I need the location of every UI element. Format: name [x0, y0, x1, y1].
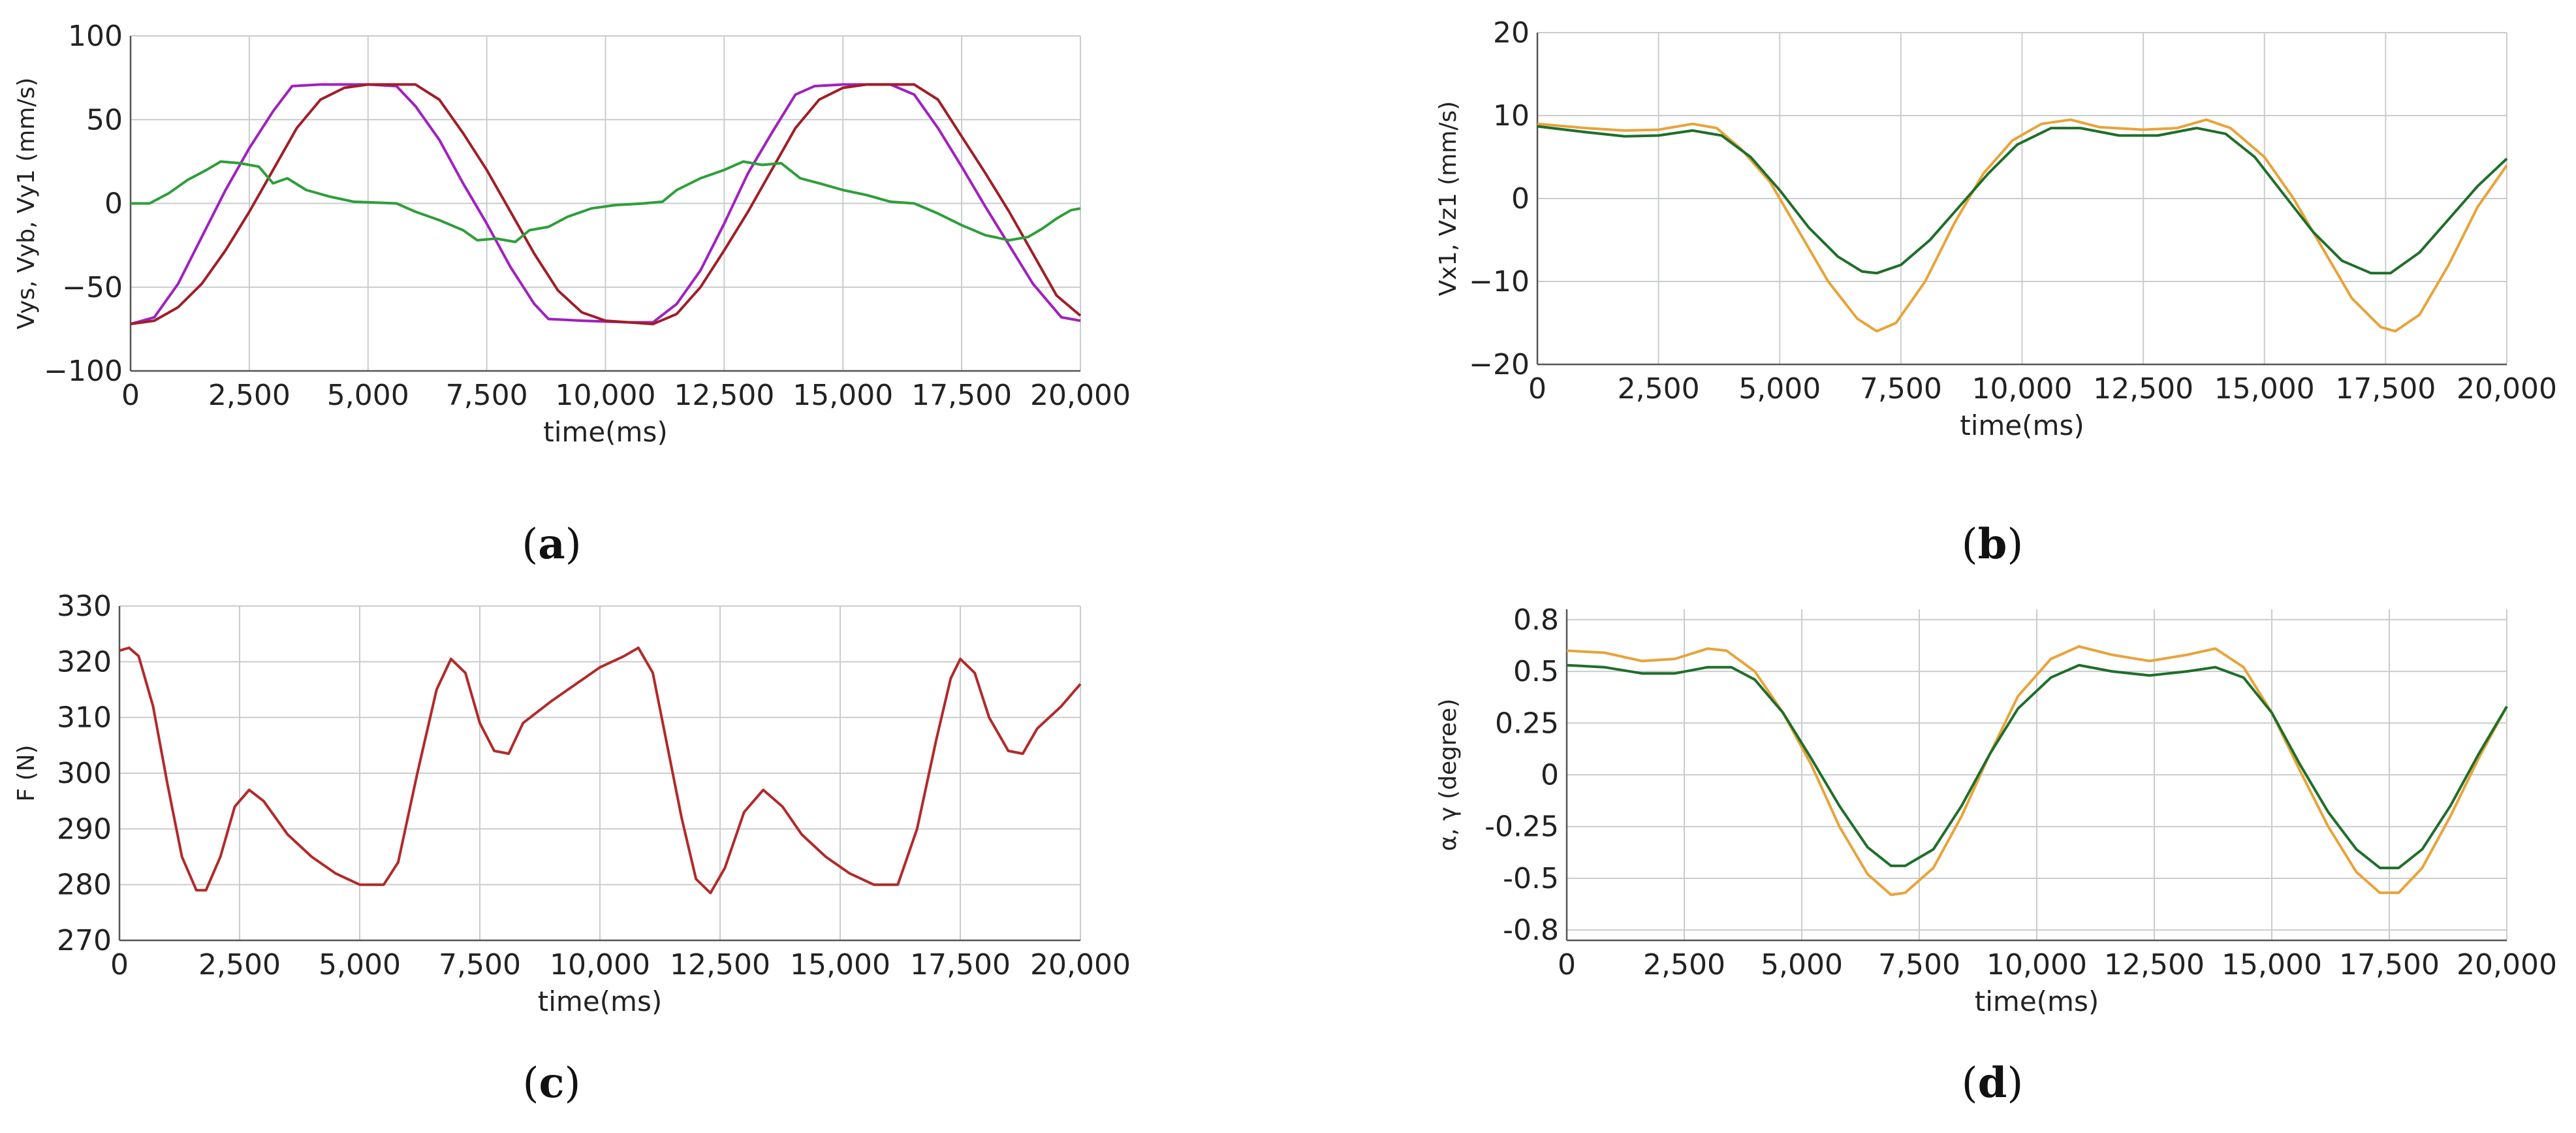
y-tick-label: 320 [57, 645, 112, 678]
x-tick-label: 5,000 [319, 948, 401, 981]
x-tick-label: 2,500 [1618, 372, 1700, 406]
y-tick-label: 0 [1541, 759, 1559, 792]
x-tick-label: 5,000 [327, 379, 409, 412]
y-tick-label: 10 [1493, 99, 1530, 133]
x-axis-label: time(ms) [543, 416, 667, 448]
series-line-α [1566, 645, 2508, 897]
y-tick-label: −20 [1469, 348, 1530, 381]
x-tick-label: 2,500 [1643, 948, 1725, 981]
x-tick-label: 17,500 [2339, 948, 2440, 981]
x-tick-label: 10,000 [1972, 372, 2073, 406]
y-tick-label: 330 [57, 590, 112, 623]
x-tick-label: 17,500 [910, 948, 1011, 981]
x-tick-label: 2,500 [198, 948, 281, 981]
y-tick-label: 270 [57, 924, 112, 957]
y-tick-label: 310 [57, 701, 112, 735]
chart-panel-b: 0 2,500 5,000 7,500 10,000 12,500 15,000 17,500… [1435, 16, 2557, 569]
x-tick-label: 15,000 [2214, 372, 2315, 406]
x-tick-label: 0 [121, 379, 140, 412]
x-tick-label: 17,500 [2335, 372, 2436, 406]
y-tick-label: 300 [57, 757, 112, 790]
x-tick-label: 20,000 [2457, 372, 2557, 406]
y-axis-label: Vys, Vyb, Vy1 (mm/s) [13, 78, 40, 330]
series-line-F [119, 646, 1082, 895]
x-tick-label: 0 [110, 948, 129, 981]
panel-caption: (c) [523, 1059, 581, 1108]
y-tick-label: -0.8 [1503, 914, 1559, 947]
y-tick-label: −10 [1469, 265, 1530, 298]
x-tick-label: 15,000 [790, 948, 890, 981]
chart-panel-d: 0 2,500 5,000 7,500 10,000 12,500 15,000 17,500… [1435, 603, 2557, 1108]
x-tick-label: 20,000 [1030, 379, 1131, 412]
series-line-Vz1 [1537, 125, 2508, 275]
x-tick-label: 15,000 [793, 379, 893, 412]
y-tick-label: 290 [57, 812, 112, 846]
x-tick-label: 7,500 [446, 379, 528, 412]
x-tick-label: 7,500 [1860, 372, 1942, 406]
y-tick-label: -0.5 [1503, 862, 1559, 895]
y-tick-label: 0 [104, 187, 123, 221]
x-tick-label: 10,000 [556, 379, 656, 412]
panel-caption: (b) [1962, 520, 2024, 569]
y-tick-label: 20 [1493, 16, 1530, 50]
x-tick-label: 7,500 [439, 948, 521, 981]
series-line-Vx1 [1537, 118, 2508, 333]
x-tick-label: 10,000 [550, 948, 650, 981]
series-line-Vy1 [131, 160, 1081, 244]
x-tick-label: 0 [1528, 372, 1547, 406]
x-tick-label: 17,500 [911, 379, 1012, 412]
y-tick-label: −50 [62, 271, 123, 304]
x-tick-label: 0 [1558, 948, 1576, 981]
series-line-Vyb [130, 83, 1082, 326]
y-axis-label: F (N) [13, 744, 40, 801]
x-tick-label: 5,000 [1738, 372, 1821, 406]
x-tick-label: 12,500 [674, 379, 774, 412]
chart-panel-c: 0 2,500 5,000 7,500 10,000 12,500 15,000 17,500… [13, 590, 1131, 1108]
x-tick-label: 12,500 [2093, 372, 2193, 406]
x-tick-label: 12,500 [670, 948, 770, 981]
x-axis-label: time(ms) [1975, 985, 2099, 1017]
x-axis-label: time(ms) [1960, 409, 2084, 441]
y-tick-label: 100 [68, 20, 123, 53]
y-tick-label: -0.25 [1484, 810, 1559, 844]
x-tick-label: 5,000 [1761, 948, 1843, 981]
y-tick-label: −100 [44, 355, 123, 388]
x-tick-label: 12,500 [2104, 948, 2205, 981]
chart-panel-a: 0 2,500 5,000 7,500 10,000 12,500 15,000 17,500… [13, 20, 1131, 569]
x-axis-label: time(ms) [538, 985, 662, 1017]
y-axis-label: α, γ (degree) [1435, 699, 1462, 852]
series-line-γ [1566, 663, 2508, 870]
y-tick-label: 0.5 [1513, 655, 1559, 688]
x-tick-label: 20,000 [2457, 948, 2557, 981]
y-tick-label: 0 [1511, 182, 1530, 215]
y-tick-label: 280 [57, 869, 112, 902]
y-tick-label: 0.8 [1513, 603, 1559, 637]
panel-caption: (d) [1962, 1059, 2024, 1108]
x-tick-label: 10,000 [1987, 948, 2087, 981]
y-tick-label: 50 [86, 103, 123, 136]
x-tick-label: 7,500 [1878, 948, 1960, 981]
x-tick-label: 20,000 [1030, 948, 1131, 981]
panel-caption: (a) [522, 520, 581, 569]
x-tick-label: 15,000 [2222, 948, 2322, 981]
y-tick-label: 0.25 [1495, 707, 1559, 740]
y-axis-label: Vx1, Vz1 (mm/s) [1435, 101, 1462, 296]
x-tick-label: 2,500 [208, 379, 291, 412]
